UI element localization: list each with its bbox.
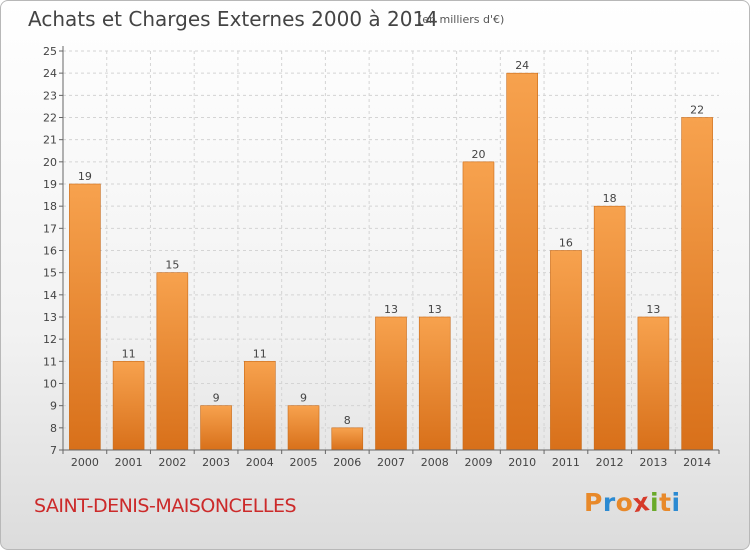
y-tick-label: 18	[43, 200, 57, 213]
bar	[200, 405, 232, 451]
data-label: 11	[253, 347, 267, 360]
data-label: 8	[344, 414, 351, 427]
x-tick-label: 2014	[683, 456, 711, 469]
y-tick-label: 7	[50, 444, 57, 457]
logo-letter: t	[659, 488, 672, 517]
x-tick-label: 2003	[202, 456, 230, 469]
y-tick-label: 24	[43, 67, 57, 80]
y-tick-label: 14	[43, 289, 57, 302]
bar	[418, 316, 451, 451]
bar	[506, 72, 539, 451]
x-tick-label: 2006	[333, 456, 361, 469]
x-tick-label: 2011	[552, 456, 580, 469]
y-tick-label: 13	[43, 311, 57, 324]
bar	[244, 361, 276, 451]
y-tick-label: 20	[43, 156, 57, 169]
data-label: 19	[78, 170, 92, 183]
data-label: 16	[559, 237, 573, 250]
data-label: 18	[603, 192, 617, 205]
bars	[69, 72, 713, 451]
bar	[593, 205, 626, 451]
data-label: 9	[213, 392, 220, 405]
bar	[112, 361, 145, 451]
y-tick-label: 16	[43, 245, 57, 258]
bar	[156, 272, 189, 451]
bar	[637, 316, 670, 451]
logo-letter: x	[631, 486, 652, 519]
data-label: 13	[646, 303, 660, 316]
data-label: 20	[471, 148, 485, 161]
x-tick-label: 2013	[639, 456, 667, 469]
x-tick-label: 2012	[596, 456, 624, 469]
y-tick-label: 15	[43, 267, 57, 280]
y-tick-label: 19	[43, 178, 57, 191]
bar	[550, 250, 582, 451]
y-tick-label: 8	[50, 422, 57, 435]
proxiti-logo: Proxiti	[584, 486, 681, 519]
x-tick-label: 2000	[71, 456, 99, 469]
data-label: 9	[300, 392, 307, 405]
logo-letter: i	[650, 488, 660, 517]
y-tick-label: 12	[43, 333, 57, 346]
bar	[462, 161, 495, 451]
x-tick-label: 2009	[464, 456, 492, 469]
bar	[69, 183, 101, 451]
data-label: 13	[384, 303, 398, 316]
data-label: 15	[165, 259, 179, 272]
x-tick-label: 2002	[158, 456, 186, 469]
x-tick-label: 2001	[115, 456, 143, 469]
labels: 7 8 9 10 11 12 13 14 15 16 17 18 19 20 21 22 23 24 25 19 200…	[43, 45, 711, 469]
y-tick-label: 25	[43, 45, 57, 58]
x-tick-label: 2004	[246, 456, 274, 469]
logo-letter: P	[584, 488, 603, 517]
bar	[375, 316, 407, 451]
data-label: 22	[690, 104, 704, 117]
commune-name: SAINT-DENIS-MAISONCELLES	[34, 495, 297, 517]
y-tick-label: 17	[43, 222, 57, 235]
data-label: 13	[428, 303, 442, 316]
data-label: 24	[515, 59, 529, 72]
x-tick-label: 2010	[508, 456, 536, 469]
chart-title: Achats et Charges Externes 2000 à 2014	[28, 7, 438, 31]
axes	[59, 46, 720, 454]
y-tick-label: 10	[43, 378, 57, 391]
y-tick-label: 23	[43, 89, 57, 102]
x-tick-label: 2005	[290, 456, 318, 469]
logo-letter: o	[615, 488, 634, 517]
logo-letter: i	[671, 488, 681, 517]
x-tick-label: 2007	[377, 456, 405, 469]
y-tick-label: 22	[43, 112, 57, 125]
bar	[331, 427, 364, 451]
data-label: 11	[122, 347, 136, 360]
bar	[287, 405, 320, 451]
x-tick-label: 2008	[421, 456, 449, 469]
y-tick-label: 9	[50, 400, 57, 413]
logo-letter: r	[602, 488, 616, 517]
y-tick-label: 21	[43, 134, 57, 147]
bar	[681, 117, 713, 451]
chart-subtitle: (en milliers d'€)	[418, 13, 505, 26]
y-tick-label: 11	[43, 355, 57, 368]
